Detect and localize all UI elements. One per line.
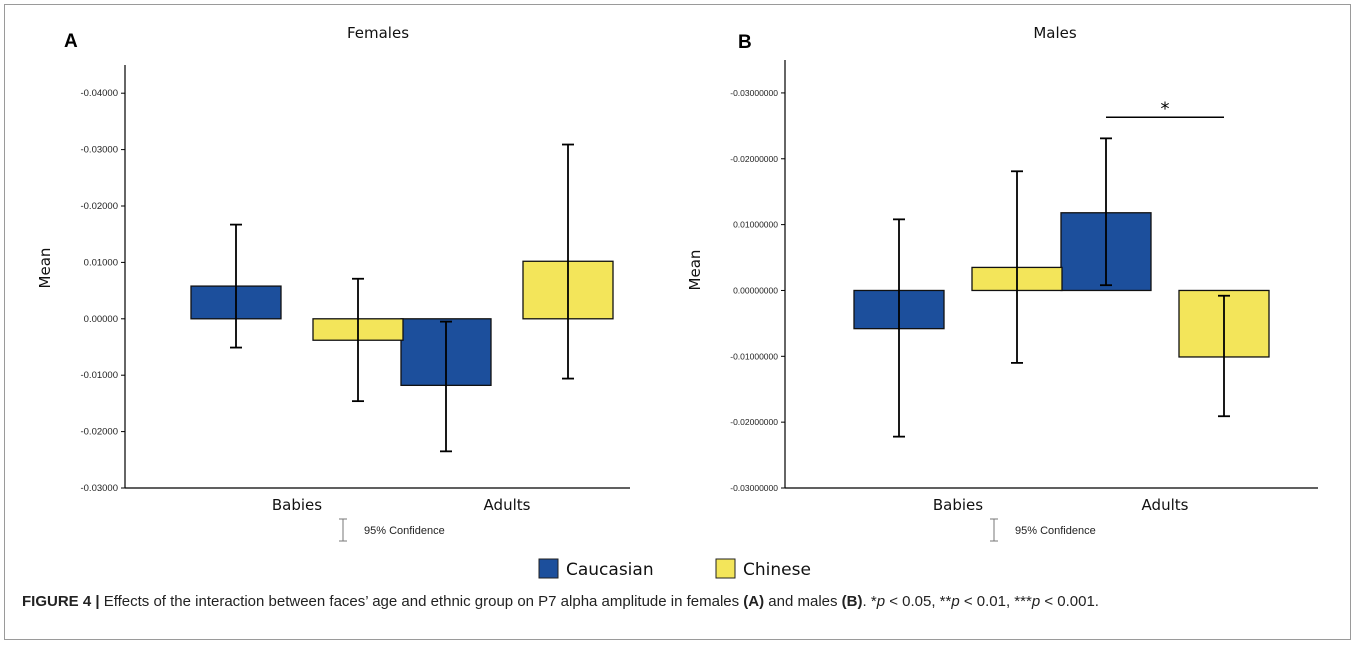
- y-axis-label: Mean: [36, 248, 54, 289]
- y-tick-label: 0.01000: [84, 257, 118, 268]
- y-tick-label: 0.00000000: [733, 285, 778, 295]
- figure-caption: FIGURE 4 | Effects of the interaction be…: [22, 593, 1342, 610]
- caption-text-4: < 0.05, **: [885, 593, 951, 610]
- chart-title: Females: [347, 24, 409, 42]
- significance-marker: *: [1161, 98, 1170, 119]
- caption-text-5: < 0.01, ***: [960, 593, 1032, 610]
- x-tick-label: Adults: [1142, 496, 1189, 514]
- legend: Caucasian Chinese: [539, 559, 811, 580]
- legend-swatch-chinese: [716, 559, 735, 578]
- caption-p-1: p: [877, 593, 885, 610]
- caption-p-2: p: [951, 593, 959, 610]
- caption-text-6: < 0.001.: [1040, 593, 1099, 610]
- x-tick-label: Adults: [484, 496, 531, 514]
- x-tick-label: Babies: [933, 496, 983, 514]
- legend-swatch-caucasian: [539, 559, 558, 578]
- ci-legend-label: 95% Confidence: [364, 525, 445, 537]
- y-tick-label: -0.03000000: [730, 483, 778, 493]
- y-axis-label: Mean: [686, 250, 704, 291]
- y-tick-label: -0.02000000: [730, 417, 778, 427]
- caption-panel-a: (A): [743, 593, 764, 610]
- panel-b: B Males Mean -0.03000000 -0.02000000 -0.01000…: [686, 24, 1318, 541]
- caption-panel-b: (B): [842, 593, 863, 610]
- y-tick-label: -0.01000000: [730, 351, 778, 361]
- y-tick-label: -0.02000: [80, 427, 118, 438]
- y-tick-label: -0.02000000: [730, 154, 778, 164]
- y-tick-label: -0.04000: [80, 88, 118, 99]
- caption-text-2: and males: [764, 593, 842, 610]
- chart-title: Males: [1033, 24, 1077, 42]
- y-tick-label: -0.03000: [80, 145, 118, 156]
- legend-label-caucasian: Caucasian: [566, 560, 654, 580]
- legend-label-chinese: Chinese: [743, 560, 811, 580]
- y-tick-label: -0.03000000: [730, 88, 778, 98]
- panel-letter: A: [64, 31, 78, 52]
- y-tick-label: -0.02000: [80, 201, 118, 212]
- ci-legend-label: 95% Confidence: [1015, 525, 1096, 537]
- y-tick-label: 0.01000000: [733, 220, 778, 230]
- y-tick-label: -0.03000: [80, 483, 118, 494]
- caption-p-3: p: [1032, 593, 1040, 610]
- caption-label: FIGURE 4 |: [22, 593, 100, 610]
- panel-a: A Females Mean -0.03000 -0.02000 -0.01000 0.00…: [36, 24, 630, 541]
- y-tick-label: 0.00000: [84, 314, 118, 325]
- x-tick-label: Babies: [272, 496, 322, 514]
- caption-text-1: Effects of the interaction between faces…: [100, 593, 744, 610]
- panel-letter: B: [738, 32, 752, 53]
- caption-text-3: . *: [863, 593, 877, 610]
- y-tick-label: -0.01000: [80, 370, 118, 381]
